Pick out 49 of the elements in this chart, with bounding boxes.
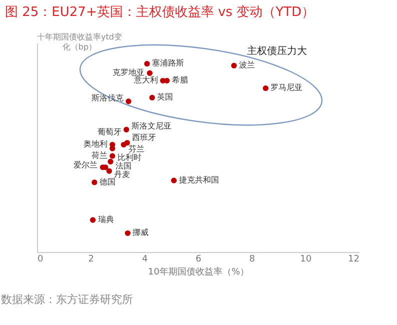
annotation: 爱尔兰 — [74, 160, 98, 170]
point — [124, 230, 131, 236]
point — [108, 158, 114, 164]
point — [110, 153, 116, 159]
annotation: 芬兰 — [128, 144, 145, 154]
x-tick-label: 0 — [38, 254, 44, 264]
annotation: 波兰 — [238, 60, 255, 70]
point — [106, 168, 112, 174]
annotation: 塞浦路斯 — [152, 58, 184, 68]
y-axis-title: 十年期国债收益率ytd变化（bp） — [37, 32, 122, 52]
text: 主权债压力大 — [247, 45, 307, 57]
annotation: 葡萄牙 — [97, 128, 122, 137]
point — [92, 180, 98, 186]
annotation: 奥地利 — [83, 140, 108, 149]
point — [262, 85, 268, 92]
annotation: 克罗地亚 — [112, 68, 145, 78]
x-tick-label: 4 — [142, 254, 148, 264]
annotation: 斯洛文尼亚 — [131, 122, 172, 131]
point — [164, 78, 170, 84]
annotation: 德国 — [99, 177, 116, 186]
x-tick-label: 10 — [300, 254, 312, 264]
annotation: 法国 — [116, 162, 132, 171]
x-tick-label: 8 — [249, 254, 256, 264]
annotation: 意大利 — [132, 76, 158, 85]
point — [144, 60, 150, 67]
x-tick-label: 12 — [348, 254, 360, 264]
annotation: 希腊 — [172, 76, 188, 85]
annotation: 捷克共和国 — [178, 175, 219, 184]
point — [146, 70, 153, 76]
annotation: 比利时 — [117, 152, 142, 162]
annotation: 罗马尼亚 — [270, 83, 303, 92]
point — [231, 62, 237, 68]
point — [149, 94, 155, 100]
annotation: 挪威 — [132, 228, 149, 238]
point — [124, 126, 130, 132]
x-tick-label: 6 — [196, 254, 202, 264]
annotation: 瑞典 — [98, 214, 114, 224]
annotation: 英国 — [157, 92, 174, 102]
x-tick-label: 2 — [88, 254, 94, 264]
chart-title: 图 25：EU27+英国：主权债收益率 vs 变动（YTD） — [5, 4, 314, 20]
source-note: 数据来源：东方证券研究所 — [1, 293, 133, 306]
point — [126, 98, 132, 104]
annotation: 丹麦 — [114, 170, 130, 180]
annotation: 西班牙 — [132, 132, 156, 142]
point — [90, 217, 96, 223]
x-axis-title: 10年期国债收益率（%） — [148, 266, 250, 278]
point — [171, 178, 177, 184]
annotation: 荷兰 — [91, 150, 108, 160]
point — [124, 140, 130, 146]
